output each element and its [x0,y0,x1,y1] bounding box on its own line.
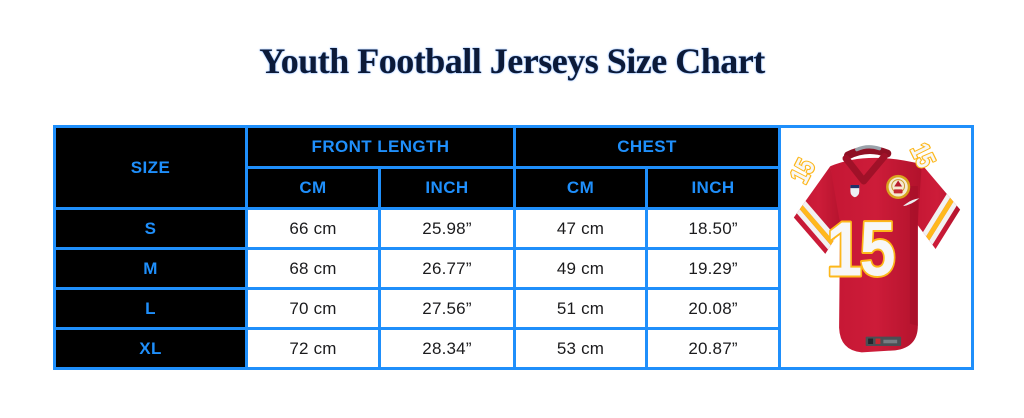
nfl-shield-icon [850,184,860,198]
front-length-inch-value: 25.98” [377,207,517,250]
svg-text:15: 15 [784,154,821,188]
chest-number: 15 [825,206,899,295]
chest-inch-value: 19.29” [645,247,782,290]
jocktag [865,336,902,346]
team-patch-icon [886,174,911,200]
chest-cm-value: 51 cm [513,287,649,330]
table-row: S 66 cm 25.98” 47 cm 18.50” [53,207,973,250]
jersey-collar [842,145,892,185]
jersey-image-cell: 15 15 15 [778,125,975,370]
front-length-cm-value: 68 cm [245,247,381,290]
size-chart-table: SIZE FRONT LENGTH CHEST [53,125,975,370]
v-neck [842,152,888,185]
header-chest-cm: CM [513,166,649,210]
chest-cm-value: 53 cm [513,327,649,370]
svg-text:15: 15 [826,207,894,293]
front-length-cm-value: 72 cm [245,327,381,370]
chest-inch-value: 20.08” [645,287,782,330]
size-label: XL [53,327,248,370]
chest-cm-value: 47 cm [513,207,649,250]
front-length-inch-value: 28.34” [377,327,517,370]
header-front-cm: CM [245,166,381,210]
front-length-cm-value: 70 cm [245,287,381,330]
size-label: S [53,207,248,250]
size-label: L [53,287,248,330]
table-row: XL 72 cm 28.34” 53 cm 20.87” [53,327,973,370]
header-chest: CHEST [513,125,782,169]
chest-cm-value: 49 cm [513,247,649,290]
front-length-inch-value: 27.56” [377,287,517,330]
side-mesh-panel [909,185,918,326]
chest-inch-value: 20.87” [645,327,782,370]
page-title: Youth Football Jerseys Size Chart [259,41,765,81]
header-front-length: FRONT LENGTH [244,125,517,169]
collar-back-stripe [855,145,882,152]
table-row: L 70 cm 27.56” 51 cm 20.08” [53,287,973,330]
header-front-inch: INCH [377,166,517,210]
left-shoulder-number: 15 [783,153,822,189]
header-chest-inch: INCH [645,166,782,210]
header-size: SIZE [53,125,248,210]
front-length-inch-value: 26.77” [377,247,517,290]
size-label: M [53,247,248,290]
table-row: M 68 cm 26.77” 49 cm 19.29” [53,247,973,290]
chest-inch-value: 18.50” [645,207,782,250]
nike-swoosh-icon [903,198,920,207]
jersey-right-sleeve [914,164,961,249]
front-length-cm-value: 66 cm [245,207,381,250]
jersey-image: 15 15 15 [783,138,961,353]
jersey-torso [830,157,922,353]
